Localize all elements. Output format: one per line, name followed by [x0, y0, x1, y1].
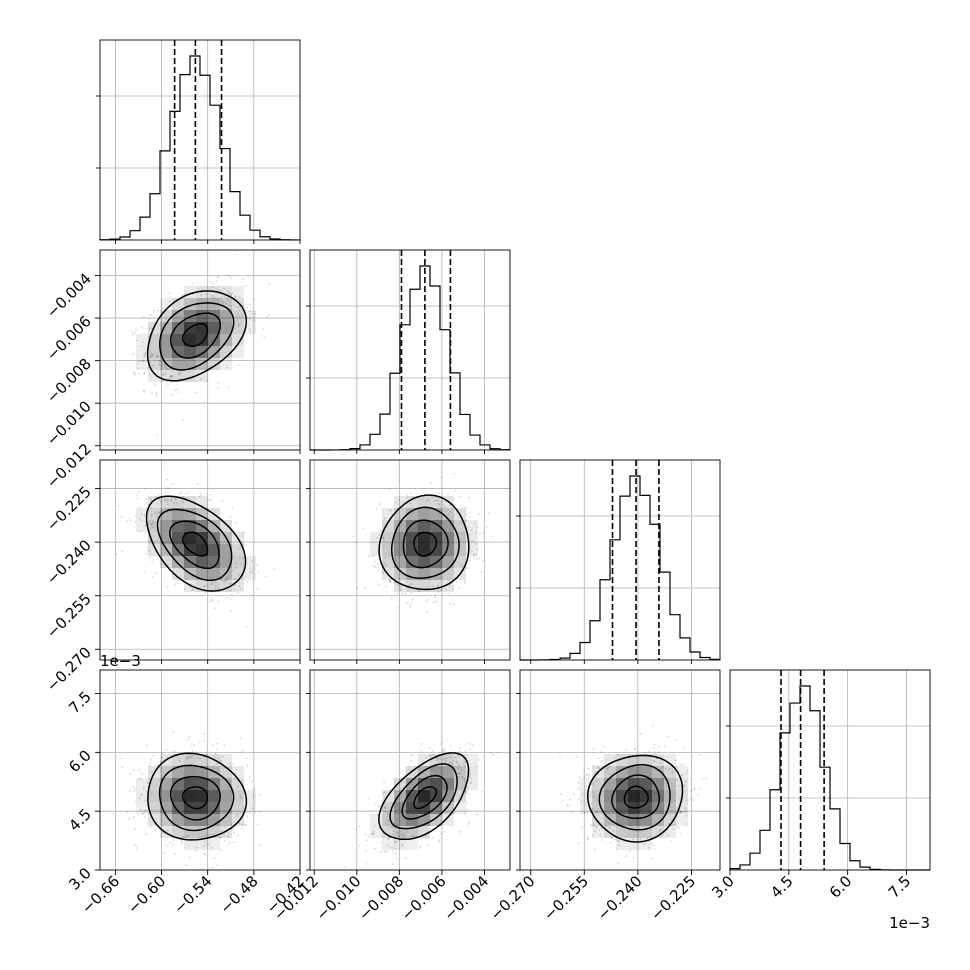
contour-1-0-2 — [159, 302, 235, 371]
x-tick-label-3-3: 7.5 — [885, 872, 915, 902]
y-tick-label-3-2: 6.0 — [65, 746, 95, 776]
density-frame-3-1 — [309, 669, 511, 871]
contour-3-1-3 — [378, 752, 470, 841]
x-tick-label-1-2: −0.008 — [355, 872, 407, 924]
contour-2-0-3 — [145, 495, 247, 592]
y-offset-label-3: 1e−3 — [100, 652, 141, 670]
hist-frame-0 — [99, 39, 301, 241]
contour-2-1-2 — [390, 506, 460, 579]
contour-2-1-3 — [378, 494, 470, 591]
contour-3-1-1 — [401, 774, 448, 820]
histogram-2 — [519, 475, 721, 661]
y-axis-2: −0.270−0.255−0.240−0.225 — [43, 483, 100, 695]
x-axis-3: 3.0 4.5 6.0 7.5 1e−3 — [708, 870, 930, 932]
density-frame-1-0 — [99, 249, 301, 451]
contour-3-0-0 — [181, 786, 209, 810]
contour-1-0-0 — [181, 322, 209, 347]
contour-3-2-3 — [587, 754, 684, 843]
contour-2-0-0 — [182, 531, 209, 557]
x-tick-label-3-2: 6.0 — [826, 872, 856, 902]
x-tick-label-2-2: −0.240 — [594, 872, 646, 924]
contour-2-0-2 — [156, 508, 233, 582]
density-panel-1-0 — [99, 249, 301, 451]
y-tick-label-2-0: −0.270 — [43, 643, 95, 695]
contour-3-2-1 — [611, 774, 661, 820]
y-tick-label-2-3: −0.225 — [43, 483, 95, 535]
density-frame-2-1 — [309, 459, 511, 661]
density-frame-2-0 — [99, 459, 301, 661]
y-tick-label-3-3: 7.5 — [65, 688, 95, 718]
x-tick-label-1-4: −0.004 — [440, 872, 492, 924]
contour-3-1-0 — [413, 786, 438, 810]
x-tick-label-2-1: −0.255 — [540, 872, 592, 924]
density-panel-3-0 — [99, 669, 301, 871]
density-frame-3-2 — [519, 669, 721, 871]
y-axis-1: −0.012−0.010−0.008−0.006−0.004 — [43, 270, 100, 492]
y-tick-label-1-0: −0.012 — [43, 440, 95, 492]
x-axis-1: −0.012−0.010−0.008−0.006−0.004 — [270, 870, 492, 924]
contour-3-0-3 — [147, 752, 248, 841]
x-tick-label-2-0: −0.270 — [487, 872, 539, 924]
histogram-3 — [729, 685, 930, 871]
x-tick-label-1-1: −0.010 — [313, 872, 365, 924]
y-axis-3: 3.0 4.5 6.0 7.5 1e−3 — [65, 652, 141, 894]
histogram-0 — [99, 55, 301, 241]
y-tick-label-1-4: −0.004 — [43, 270, 95, 322]
y-tick-label-2-1: −0.255 — [43, 590, 95, 642]
density-frame-3-0 — [99, 669, 301, 871]
hist-panel-2 — [516, 459, 721, 661]
contour-1-0-1 — [170, 312, 222, 359]
y-tick-label-2-2: −0.240 — [43, 536, 95, 588]
hist-frame-2 — [519, 459, 721, 661]
density-panel-2-1 — [309, 459, 511, 661]
contour-3-0-1 — [169, 775, 221, 821]
x-tick-label-0-3: −0.48 — [216, 872, 261, 917]
y-tick-label-1-2: −0.008 — [43, 355, 95, 407]
x-tick-label-2-3: −0.225 — [647, 872, 699, 924]
x-offset-label-3: 1e−3 — [889, 914, 930, 932]
density-panel-3-1 — [309, 669, 511, 871]
histogram-1 — [309, 265, 511, 451]
x-axis-2: −0.270 −0.255 −0.240 −0.225 — [487, 870, 699, 924]
contour-1-0-3 — [146, 290, 248, 382]
hist-frame-3 — [729, 669, 931, 871]
hist-panel-3 — [726, 669, 931, 871]
contour-3-0-2 — [158, 764, 235, 832]
x-tick-label-0-1: −0.60 — [124, 872, 169, 917]
x-tick-label-0-2: −0.54 — [170, 872, 215, 917]
hist-panel-1 — [306, 249, 511, 451]
contour-3-1-2 — [389, 763, 458, 830]
density-panel-2-0 — [99, 459, 301, 661]
density-panel-3-2 — [519, 669, 721, 871]
contour-3-2-0 — [623, 785, 649, 809]
x-tick-label-1-3: −0.006 — [398, 872, 450, 924]
contour-2-0-1 — [169, 520, 220, 570]
y-tick-label-3-1: 4.5 — [65, 805, 95, 835]
y-tick-label-1-1: −0.010 — [43, 397, 95, 449]
contour-2-1-0 — [413, 531, 438, 557]
x-tick-label-3-1: 4.5 — [767, 872, 797, 902]
y-tick-label-3-0: 3.0 — [65, 864, 95, 894]
hist-frame-1 — [309, 249, 511, 451]
contour-2-1-1 — [402, 519, 449, 569]
hist-panel-0 — [96, 39, 301, 241]
x-tick-label-3-0: 3.0 — [708, 872, 738, 902]
y-tick-label-1-3: −0.006 — [43, 312, 95, 364]
contour-3-2-2 — [598, 763, 671, 831]
